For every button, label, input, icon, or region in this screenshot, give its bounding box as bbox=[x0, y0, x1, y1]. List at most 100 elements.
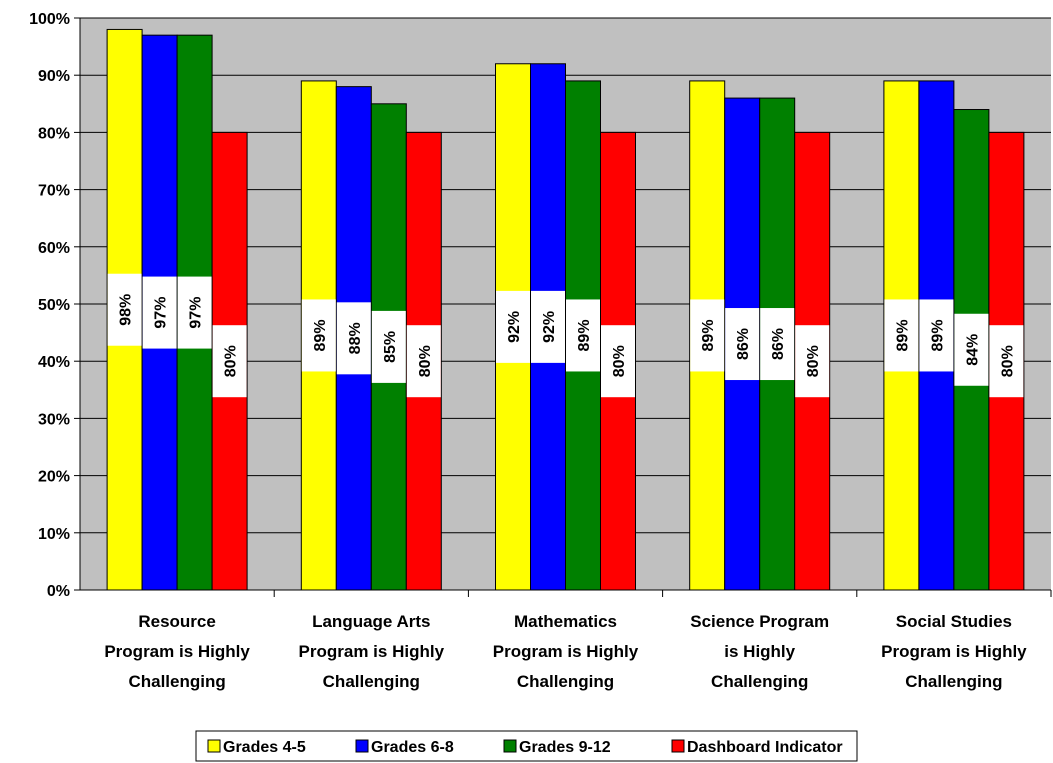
data-label-box bbox=[212, 325, 247, 398]
data-label-box bbox=[690, 299, 725, 372]
category-label: Social Studies bbox=[896, 612, 1012, 631]
legend-label: Grades 9-12 bbox=[519, 739, 611, 756]
data-label-box bbox=[725, 308, 760, 381]
y-tick-label: 50% bbox=[38, 297, 70, 314]
data-label: 89% bbox=[884, 299, 919, 372]
data-label-text: 92% bbox=[506, 311, 523, 343]
data-label: 84% bbox=[954, 313, 989, 386]
data-label-text: 80% bbox=[805, 345, 822, 377]
data-label-box bbox=[954, 313, 989, 386]
legend: Grades 4-5 Grades 6-8 Grades 9-12 Dashboard… bbox=[195, 730, 858, 762]
data-label: 80% bbox=[212, 325, 247, 398]
data-label: 92% bbox=[496, 290, 530, 363]
legend-swatch bbox=[503, 739, 517, 753]
data-labels: 98% 97% 97% 80% 89% 88% 85% 80% 92% 92% 89% 80% 89% 8… bbox=[107, 273, 1024, 398]
data-label-box bbox=[142, 276, 177, 349]
data-label-text: 89% bbox=[576, 319, 593, 351]
data-label-box bbox=[371, 310, 406, 383]
y-tick-label: 100% bbox=[29, 11, 70, 28]
data-label: 98% bbox=[107, 273, 142, 346]
y-tick-label: 90% bbox=[38, 68, 70, 85]
y-tick-label: 40% bbox=[38, 354, 70, 371]
y-tick-label: 20% bbox=[38, 469, 70, 486]
category-labels: Resource Program is Highly Challenging Lang… bbox=[104, 612, 1027, 691]
x-axis-ticks bbox=[273, 590, 1052, 597]
data-label-box bbox=[177, 276, 212, 349]
data-label: 89% bbox=[919, 299, 954, 372]
data-label-text: 89% bbox=[894, 319, 911, 351]
data-label: 89% bbox=[301, 299, 336, 372]
data-label-text: 89% bbox=[700, 319, 717, 351]
data-label: 89% bbox=[566, 299, 600, 372]
data-label: 80% bbox=[406, 325, 441, 398]
data-label-text: 97% bbox=[188, 297, 205, 329]
category-label: Resource bbox=[138, 612, 215, 631]
data-label-text: 85% bbox=[382, 331, 399, 363]
data-label-text: 89% bbox=[929, 319, 946, 351]
legend-label: Dashboard Indicator bbox=[687, 739, 843, 756]
data-label: 88% bbox=[336, 302, 371, 375]
category-label: Program is Highly bbox=[299, 642, 445, 661]
y-axis-ticks: 0% 10% 20% 30% 40% 50% 60% 70% 80% 90% 100% bbox=[29, 11, 80, 600]
data-label-box bbox=[760, 308, 795, 381]
data-label-box bbox=[531, 290, 565, 363]
data-label: 80% bbox=[601, 325, 635, 398]
category-label: Program is Highly bbox=[104, 642, 250, 661]
category-label: Challenging bbox=[323, 672, 420, 691]
data-label-text: 80% bbox=[417, 345, 434, 377]
category-label: Science Program bbox=[690, 612, 829, 631]
category-label: Challenging bbox=[517, 672, 614, 691]
legend-swatch bbox=[671, 739, 685, 753]
data-label-text: 80% bbox=[999, 345, 1016, 377]
data-label-box bbox=[795, 325, 830, 398]
category-label: Program is Highly bbox=[881, 642, 1027, 661]
category-label: is Highly bbox=[724, 642, 795, 661]
data-label: 97% bbox=[142, 276, 177, 349]
y-tick-label: 10% bbox=[38, 526, 70, 543]
y-tick-label: 30% bbox=[38, 411, 70, 428]
data-label-text: 88% bbox=[347, 322, 364, 354]
data-label: 80% bbox=[795, 325, 830, 398]
data-label-box bbox=[406, 325, 441, 398]
y-tick-label: 80% bbox=[38, 125, 70, 142]
legend-label: Grades 4-5 bbox=[223, 739, 306, 756]
data-label-text: 89% bbox=[312, 319, 329, 351]
y-tick-label: 70% bbox=[38, 183, 70, 200]
data-label-box bbox=[107, 273, 142, 346]
data-label-box bbox=[566, 299, 600, 372]
data-label: 85% bbox=[371, 310, 406, 383]
data-label: 86% bbox=[760, 308, 795, 381]
data-label-text: 80% bbox=[611, 345, 628, 377]
y-tick-label: 0% bbox=[47, 583, 70, 600]
data-label: 92% bbox=[531, 290, 565, 363]
data-label-text: 98% bbox=[118, 294, 135, 326]
data-label-box bbox=[336, 302, 371, 375]
category-label: Program is Highly bbox=[493, 642, 639, 661]
legend-label: Grades 6-8 bbox=[371, 739, 454, 756]
legend-box bbox=[195, 730, 858, 762]
data-label-text: 84% bbox=[964, 334, 981, 366]
legend-swatch bbox=[355, 739, 369, 753]
data-label: 97% bbox=[177, 276, 212, 349]
data-label-box bbox=[301, 299, 336, 372]
data-label-box bbox=[496, 290, 530, 363]
data-label: 89% bbox=[690, 299, 725, 372]
data-label: 80% bbox=[989, 325, 1024, 398]
category-label: Language Arts bbox=[312, 612, 430, 631]
data-label-text: 92% bbox=[541, 311, 558, 343]
data-label: 86% bbox=[725, 308, 760, 381]
data-label-box bbox=[601, 325, 635, 398]
category-label: Challenging bbox=[128, 672, 225, 691]
data-label-text: 97% bbox=[153, 297, 170, 329]
data-label-text: 80% bbox=[223, 345, 240, 377]
y-tick-label: 60% bbox=[38, 240, 70, 257]
category-label: Mathematics bbox=[514, 612, 617, 631]
data-label-box bbox=[884, 299, 919, 372]
category-label: Challenging bbox=[905, 672, 1002, 691]
data-label-box bbox=[989, 325, 1024, 398]
legend-swatch bbox=[207, 739, 221, 753]
data-label-text: 86% bbox=[770, 328, 787, 360]
data-label-text: 86% bbox=[735, 328, 752, 360]
data-label-box bbox=[919, 299, 954, 372]
